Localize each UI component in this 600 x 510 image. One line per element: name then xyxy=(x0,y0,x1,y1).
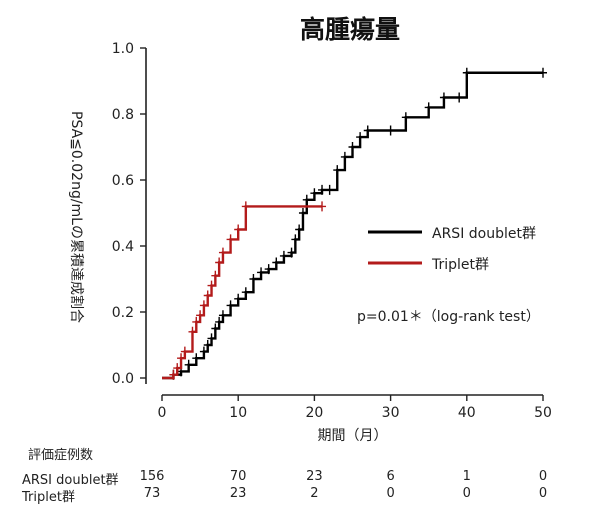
legend-label-triplet: Triplet群 xyxy=(432,257,490,273)
censor-mark xyxy=(363,125,372,136)
censor-mark xyxy=(207,280,216,291)
risk-row-label-triplet: Triplet群 xyxy=(22,490,75,505)
censor-mark xyxy=(318,201,327,212)
censor-mark xyxy=(348,142,357,152)
censor-mark xyxy=(180,346,189,357)
risk-count-cell: 156 xyxy=(139,469,165,484)
y-tick-label: 0.8 xyxy=(112,107,134,123)
censor-mark xyxy=(192,353,201,364)
censor-mark xyxy=(241,201,250,212)
censor-mark xyxy=(325,184,334,195)
censor-mark xyxy=(211,270,220,281)
risk-count-cell: 2 xyxy=(310,486,319,501)
censor-mark xyxy=(356,132,365,143)
censor-mark xyxy=(241,287,250,298)
y-tick-label: 0.6 xyxy=(112,173,134,189)
censor-mark xyxy=(218,247,227,258)
censor-mark xyxy=(333,165,342,176)
censor-mark xyxy=(291,234,300,245)
censor-mark xyxy=(184,359,193,370)
x-tick-label: 30 xyxy=(382,405,400,421)
censor-mark xyxy=(177,353,186,364)
x-tick-label: 50 xyxy=(534,405,552,421)
x-tick-label: 10 xyxy=(229,405,247,421)
censor-mark xyxy=(310,188,319,199)
risk-count-cell: 1 xyxy=(462,469,471,484)
chart-title: 高腫瘍量 xyxy=(299,15,400,44)
risk-count-cell: 23 xyxy=(229,486,247,501)
censor-mark xyxy=(401,112,410,123)
x-axis-label: 期間（月） xyxy=(318,428,388,444)
censor-mark xyxy=(539,67,547,78)
censor-mark xyxy=(455,92,464,103)
censor-mark xyxy=(234,293,243,304)
censor-mark xyxy=(169,369,178,380)
risk-count-cell: 0 xyxy=(538,469,548,484)
censor-mark xyxy=(207,333,216,344)
risk-count-cell: 23 xyxy=(306,469,323,484)
censor-mark xyxy=(203,340,212,350)
censor-mark xyxy=(295,224,304,235)
x-tick-label: 40 xyxy=(458,405,476,421)
risk-count-cell: 70 xyxy=(229,469,247,484)
y-tick-label: 0.2 xyxy=(112,305,134,321)
censor-mark xyxy=(318,184,327,195)
x-tick-label: 20 xyxy=(305,405,323,421)
censor-mark xyxy=(226,234,235,245)
risk-count-cell: 73 xyxy=(143,486,161,501)
censor-mark xyxy=(424,102,433,113)
censor-mark xyxy=(272,257,281,268)
y-tick-label: 0.0 xyxy=(112,371,134,387)
legend-label-arsi: ARSI doublet群 xyxy=(432,226,536,242)
risk-count-cell: 6 xyxy=(386,469,395,484)
risk-count-cell: 0 xyxy=(462,486,471,501)
censor-mark xyxy=(386,125,395,136)
risk-table-title: 評価症例数 xyxy=(28,448,94,463)
censor-mark xyxy=(264,264,273,275)
censor-mark xyxy=(226,300,235,311)
censor-mark xyxy=(279,250,288,261)
y-tick-label: 1.0 xyxy=(112,41,134,57)
censor-mark xyxy=(287,247,296,258)
censor-mark xyxy=(199,300,208,311)
censor-mark xyxy=(340,151,349,162)
censor-mark xyxy=(215,316,224,327)
censor-mark xyxy=(249,274,258,284)
censor-mark xyxy=(211,323,220,334)
censor-mark xyxy=(462,67,471,78)
censor-mark xyxy=(188,326,197,337)
censor-mark xyxy=(298,208,307,218)
censor-mark xyxy=(218,310,227,321)
censor-mark xyxy=(439,92,448,103)
risk-count-cell: 0 xyxy=(538,486,548,501)
x-tick-label: 0 xyxy=(158,405,167,421)
p-value-annotation: p=0.01＊（log-rank test） xyxy=(357,309,540,325)
censor-mark xyxy=(192,316,201,327)
censor-mark xyxy=(257,267,266,278)
y-tick-label: 0.4 xyxy=(112,239,134,255)
censor-mark xyxy=(234,224,243,235)
censor-mark xyxy=(199,346,208,357)
risk-count-cell: 0 xyxy=(386,486,395,501)
risk-row-label-arsi: ARSI doublet群 xyxy=(22,473,119,488)
censor-mark xyxy=(302,194,311,205)
censor-mark xyxy=(173,363,182,374)
censor-mark xyxy=(196,310,205,321)
censor-mark xyxy=(215,257,224,268)
censor-mark xyxy=(203,290,212,301)
